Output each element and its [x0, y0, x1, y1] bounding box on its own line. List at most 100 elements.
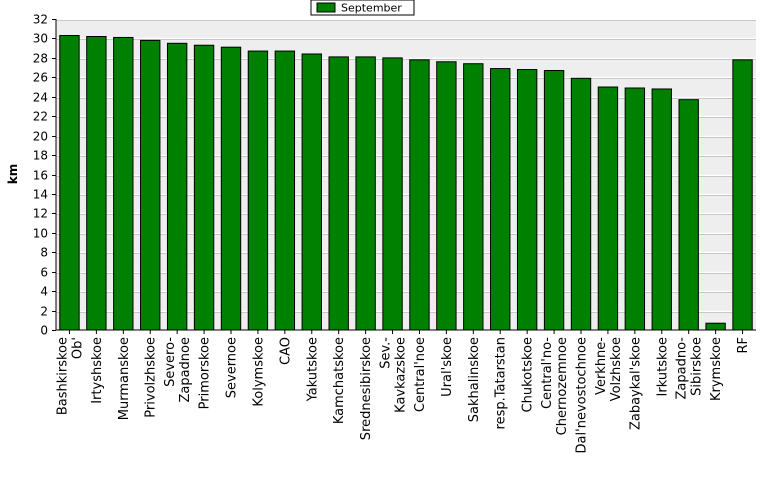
x-tick-label: Severo- Zapadnoe	[163, 337, 193, 403]
bar	[678, 99, 699, 331]
bar	[570, 77, 592, 331]
bar	[193, 44, 215, 331]
x-tick-label: Privolzhskoe	[144, 337, 159, 418]
bar	[274, 50, 296, 331]
y-axis-title: km	[6, 164, 20, 184]
bar	[59, 35, 80, 331]
bar	[624, 87, 646, 331]
y-tick-label: 26	[33, 71, 48, 85]
legend-box	[310, 0, 415, 16]
x-tick-label-line: Yakutskoe	[305, 337, 320, 402]
y-tick-label: 32	[33, 13, 48, 27]
x-tick-label: Zapadno- Sibirskoe	[675, 337, 705, 400]
x-tick-label-line: Privolzhskoe	[144, 337, 159, 418]
x-tick-label-line: resp.Tatarstan	[494, 337, 509, 429]
x-tick-label: Krymskoe	[709, 337, 724, 401]
x-tick-label-line: Zapadno-	[675, 337, 690, 400]
bar	[409, 59, 430, 331]
y-tick-label: 2	[40, 305, 48, 319]
x-tick-label-line: CAO	[278, 337, 293, 365]
x-tick-label: Irkutskoe	[655, 337, 670, 396]
x-tick-label: Srednesibirskoe	[359, 337, 374, 440]
x-tick-label-line: Irkutskoe	[655, 337, 670, 396]
x-tick-label-line: Ural'skoe	[440, 337, 455, 397]
bar	[463, 63, 484, 331]
x-tick-label-line: Chukotskoe	[521, 337, 536, 412]
bar	[166, 42, 188, 331]
x-tick-label-line: Verkhne-	[594, 337, 609, 395]
y-tick-label: 14	[33, 188, 48, 202]
x-tick-label: Primorskoe	[198, 337, 213, 409]
x-tick-label-line: Sakhalinskoe	[467, 337, 482, 422]
x-tick-label-line: Dal'nevostochnoe	[575, 337, 590, 453]
x-tick-label: CAO	[278, 337, 293, 365]
bar	[543, 70, 565, 331]
x-tick-label: Sakhalinskoe	[467, 337, 482, 422]
x-tick-label-line: Kamchatskoe	[332, 337, 347, 424]
y-tick-label: 8	[40, 246, 48, 260]
x-tick-label: Yakutskoe	[305, 337, 320, 402]
x-tick-label-line: Primorskoe	[198, 337, 213, 409]
bar	[651, 88, 672, 331]
x-tick-label: resp.Tatarstan	[494, 337, 509, 429]
x-tick-label-line: Zabaykal'skoe	[628, 337, 643, 430]
bar	[436, 61, 457, 331]
x-tick-label-line: Ob'	[70, 337, 85, 359]
x-tick-label: Irtyshskoe	[90, 337, 105, 404]
bars	[59, 35, 753, 331]
x-tick-label: Central'noe	[413, 337, 428, 412]
x-tick-label-line: Severnoe	[225, 337, 240, 398]
x-tick-label-line: Sev.-	[379, 337, 394, 369]
x-tick-label: Kamchatskoe	[332, 337, 347, 424]
legend: September	[310, 0, 415, 16]
x-tick-label-line: Murmanskoe	[117, 337, 132, 420]
bar	[140, 39, 161, 331]
bar	[220, 46, 242, 331]
x-tick-label-line: Irtyshskoe	[90, 337, 105, 404]
bar	[301, 53, 322, 331]
bar	[705, 322, 726, 331]
bar	[732, 59, 753, 331]
legend-label: September	[341, 2, 402, 15]
x-tick-label: Dal'nevostochnoe	[575, 337, 590, 453]
x-tick-label-line: Chernozemnoe	[555, 337, 570, 435]
x-tick-label-line: RF	[736, 337, 751, 354]
x-tick-label-line: Zapadnoe	[178, 337, 193, 403]
x-tick-label: Bashkirskoe Ob'	[55, 337, 85, 415]
y-tick-label: 12	[33, 207, 48, 221]
x-tick-label: Sev.- Kavkazskoe	[379, 337, 409, 413]
x-tick-label: Kolymskoe	[251, 337, 266, 407]
x-tick-label-line: Bashkirskoe	[55, 337, 70, 415]
x-tick-label: Chukotskoe	[521, 337, 536, 412]
y-tick-label: 6	[40, 266, 48, 280]
x-tick-label: Central'no- Chernozemnoe	[540, 337, 570, 436]
bar	[328, 56, 349, 331]
x-tick-label-line: Krymskoe	[709, 337, 724, 401]
x-tick-label-line: Kolymskoe	[251, 337, 266, 407]
y-tick-label: 16	[33, 169, 48, 183]
plot-area	[56, 19, 756, 330]
legend-swatch	[316, 2, 336, 13]
y-tick-label: 4	[40, 285, 48, 299]
bar	[382, 57, 403, 331]
y-tick-label: 24	[33, 91, 48, 105]
x-tick-label-line: Severo-	[163, 337, 178, 387]
bar	[516, 69, 538, 331]
x-tick-label: Verkhne- Volzhskoe	[594, 337, 624, 402]
x-tick-label-line: Sibirskoe	[690, 337, 705, 396]
x-tick-label: RF	[736, 337, 751, 354]
y-tick-label: 10	[33, 227, 48, 241]
y-tick-label: 20	[33, 130, 48, 144]
y-tick-label: 28	[33, 52, 48, 66]
x-tick-label-line: Srednesibirskoe	[359, 337, 374, 440]
x-tick-label: Severnoe	[225, 337, 240, 398]
x-tick-label-line: Central'noe	[413, 337, 428, 412]
bar	[86, 35, 107, 331]
x-tick-label: Ural'skoe	[440, 337, 455, 397]
x-tick-label: Zabaykal'skoe	[628, 337, 643, 430]
x-tick-label-line: Kavkazskoe	[394, 337, 409, 413]
y-tick-label: 22	[33, 110, 48, 124]
y-tick-label: 0	[40, 324, 48, 338]
